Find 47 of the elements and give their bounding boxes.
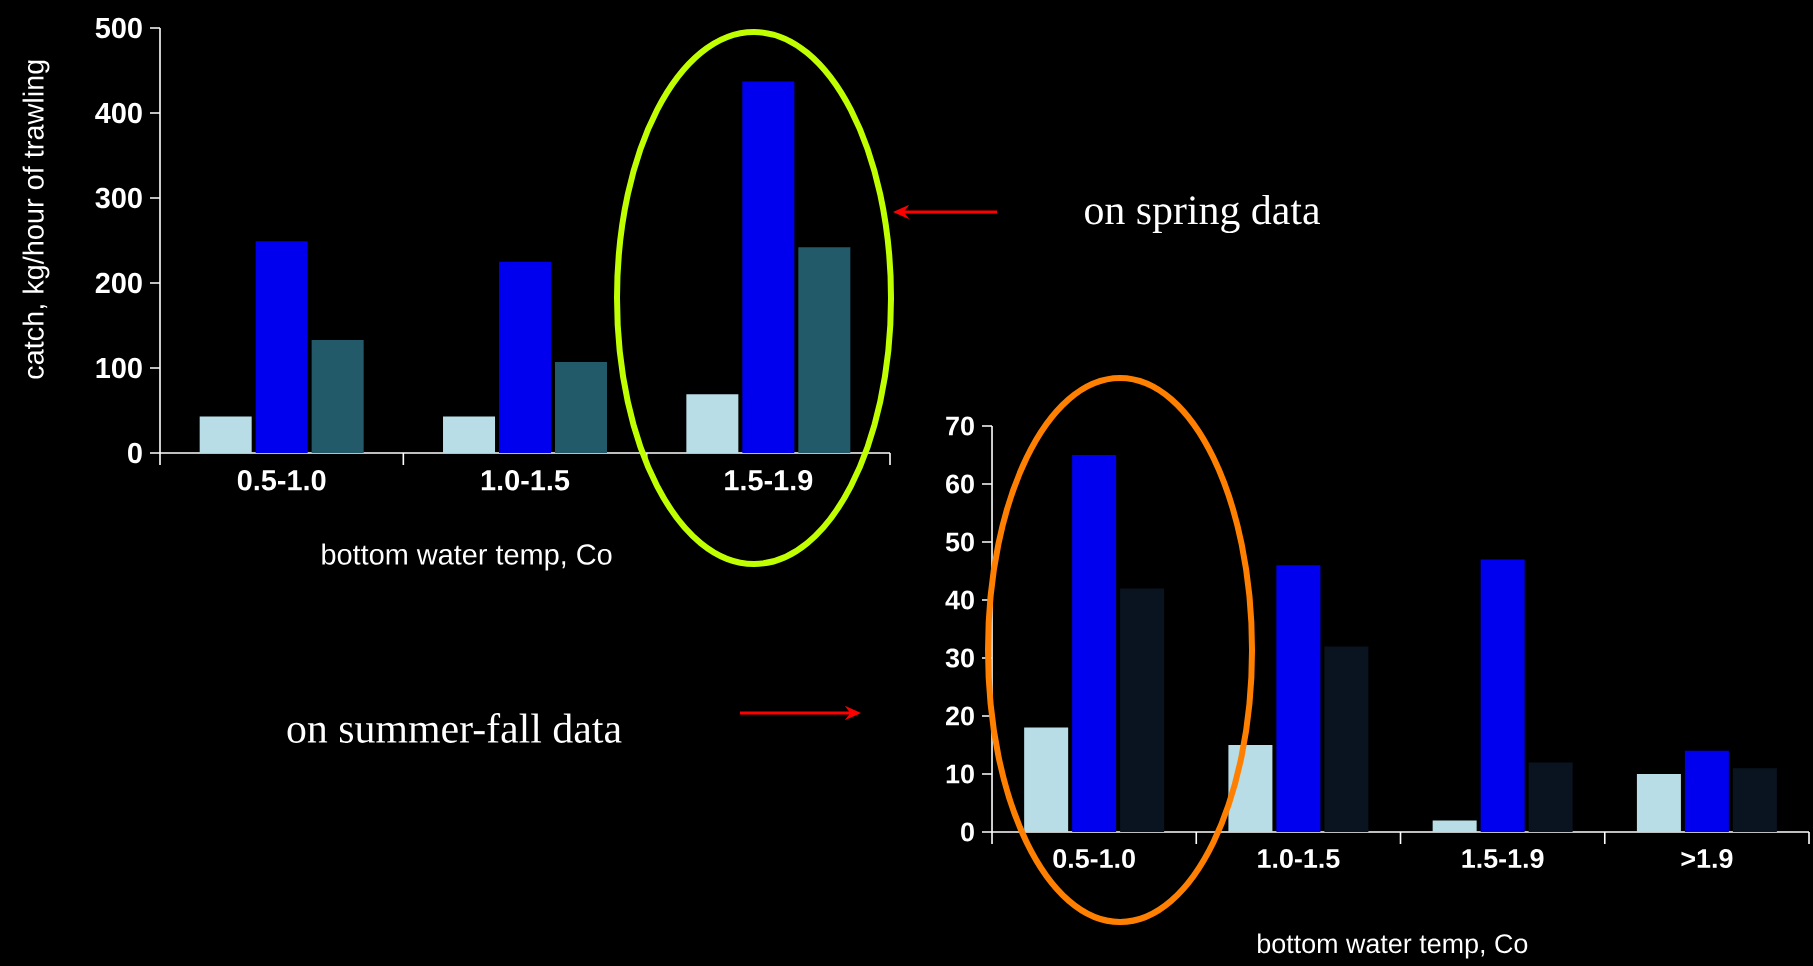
x-tick-label: 0.5-1.0 xyxy=(1053,849,1135,869)
y-tick-label: 60 xyxy=(946,474,974,494)
y-tick-label: 0 xyxy=(961,822,974,842)
bar xyxy=(1024,727,1069,832)
bar xyxy=(554,362,607,453)
x-tick-label: 1.5-1.9 xyxy=(725,470,813,491)
bar xyxy=(1432,820,1477,832)
x-tick-label: 1.0-1.5 xyxy=(481,470,570,491)
y-tick-label: 20 xyxy=(945,706,974,726)
bar xyxy=(311,339,364,453)
y-tick-label: 500 xyxy=(95,17,142,39)
bar xyxy=(1324,646,1369,832)
x-axis-title: bottom water temp, Co xyxy=(322,543,612,571)
text: on summer-fall data xyxy=(287,713,622,743)
x-axis-title: bottom water temp, Co xyxy=(1258,933,1528,959)
x-tick-label: 1.0-1.5 xyxy=(1258,849,1340,869)
y-tick-label: 300 xyxy=(95,187,142,209)
bar xyxy=(1276,565,1321,832)
bar xyxy=(1120,588,1165,832)
x-tick-label: >1.9 xyxy=(1681,849,1733,869)
bar xyxy=(1072,455,1117,832)
y-tick-label: 200 xyxy=(95,272,142,294)
y-tick-label: 70 xyxy=(946,416,974,436)
bar xyxy=(686,394,739,453)
bar xyxy=(1528,762,1573,832)
bar xyxy=(1636,774,1681,832)
bar xyxy=(199,416,252,453)
text: on spring data xyxy=(1085,194,1320,234)
y-tick-label: 10 xyxy=(946,764,974,784)
bar xyxy=(1732,768,1777,832)
bar xyxy=(1228,745,1273,832)
y-axis-title: catch, kg/hour of trawling xyxy=(22,60,50,379)
x-tick-label: 1.5-1.9 xyxy=(1462,849,1544,869)
bar xyxy=(742,81,795,453)
bar xyxy=(1480,559,1525,832)
y-tick-label: 400 xyxy=(95,102,142,124)
bar xyxy=(1684,750,1729,832)
y-tick-label: 40 xyxy=(945,590,974,610)
bar xyxy=(499,261,551,453)
y-tick-label: 0 xyxy=(128,442,142,464)
y-tick-label: 50 xyxy=(945,532,974,552)
y-tick-label: 30 xyxy=(945,648,974,668)
bar xyxy=(255,241,308,453)
y-tick-label: 100 xyxy=(96,357,142,379)
bar xyxy=(798,247,851,453)
bar xyxy=(443,416,496,453)
x-tick-label: 0.5-1.0 xyxy=(237,470,326,491)
